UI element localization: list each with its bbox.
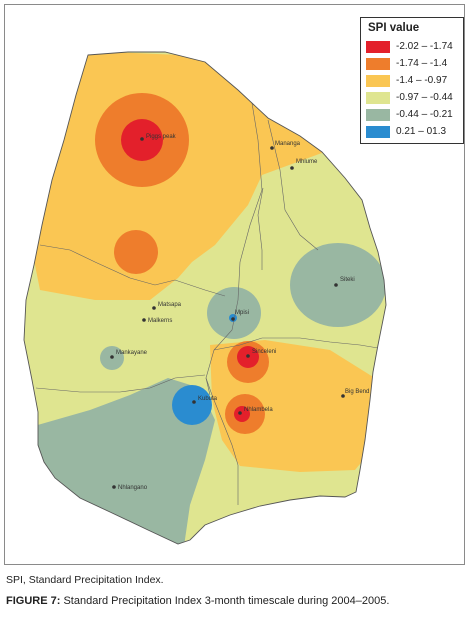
town-label: Nhlangano [118, 485, 148, 491]
town-label: Nhlambela [244, 407, 273, 413]
legend-swatch [366, 40, 390, 53]
town-label: Mhlume [296, 159, 318, 165]
towns: Piggs peak Mananga Mhlume Siteki Matsapa… [110, 134, 369, 491]
town-mpisi: Mpisi [231, 310, 249, 321]
legend-entry: -1.4 – -0.97 [366, 72, 458, 89]
zone-blue-kubuta [172, 385, 212, 425]
legend-entry: -1.74 – -1.4 [366, 55, 458, 72]
town-piggs-peak: Piggs peak [140, 134, 177, 141]
legend-label: -1.74 – -1.4 [396, 58, 448, 69]
legend-entry: 0.21 – 01.3 [366, 123, 458, 140]
country-outline [23, 51, 387, 545]
map-legend: SPI value -2.02 – -1.74 -1.74 – -1.4 -1.… [360, 17, 464, 144]
legend-label: -0.97 – -0.44 [396, 92, 453, 103]
town-nhlambela: Nhlambela [238, 407, 273, 415]
legend-label: -0.44 – -0.21 [396, 109, 453, 120]
legend-label: -2.02 – -1.74 [396, 41, 453, 52]
town-label: Mankayane [116, 350, 148, 356]
town-siteki: Siteki [334, 277, 355, 287]
legend-entry: -2.02 – -1.74 [366, 38, 458, 55]
figure-caption: FIGURE 7: Standard Precipitation Index 3… [6, 595, 389, 607]
town-sinceleni: Sinceleni [246, 349, 276, 358]
figure-label: FIGURE 7: [6, 595, 61, 607]
town-label: Siteki [340, 277, 355, 283]
legend-entry: -0.44 – -0.21 [366, 106, 458, 123]
zone-grey-green-mpisi [207, 287, 261, 339]
town-nhlangano: Nhlangano [112, 485, 148, 491]
town-matsapa: Matsapa [152, 302, 182, 310]
legend-swatch [366, 108, 390, 121]
town-big-bend: Big Bend [341, 389, 369, 398]
legend-swatch [366, 91, 390, 104]
zone-orange-west [114, 230, 158, 274]
region-boundaries [35, 59, 379, 505]
town-mhlume: Mhlume [290, 159, 318, 170]
legend-label: 0.21 – 01.3 [396, 126, 447, 137]
town-malkerns: Malkerns [142, 318, 172, 324]
legend-swatch [366, 57, 390, 70]
town-mananga: Mananga [270, 141, 301, 150]
legend-entry: -0.97 – -0.44 [366, 89, 458, 106]
zone-red-nhlambela [234, 406, 250, 422]
legend-swatch [366, 125, 390, 138]
town-kubuta: Kubuta [192, 396, 218, 404]
figure-text: Standard Precipitation Index 3-month tim… [60, 595, 390, 607]
legend-swatch [366, 74, 390, 87]
town-label: Matsapa [158, 302, 182, 308]
town-mankayane: Mankayane [110, 350, 148, 359]
zone-grey-green-siteki [290, 243, 386, 327]
town-label: Big Bend [345, 389, 369, 395]
legend-title: SPI value [368, 22, 420, 34]
town-label: Kubuta [198, 396, 218, 402]
town-label: Malkerns [148, 318, 172, 324]
caption-abbreviation: SPI, Standard Precipitation Index. [6, 574, 164, 586]
town-label: Piggs peak [146, 134, 177, 140]
spi-map: Piggs peak Mananga Mhlume Siteki Matsapa… [23, 51, 387, 545]
legend-label: -1.4 – -0.97 [396, 75, 448, 86]
town-label: Mpisi [235, 310, 249, 316]
town-label: Mananga [275, 141, 301, 147]
town-label: Sinceleni [252, 349, 276, 355]
